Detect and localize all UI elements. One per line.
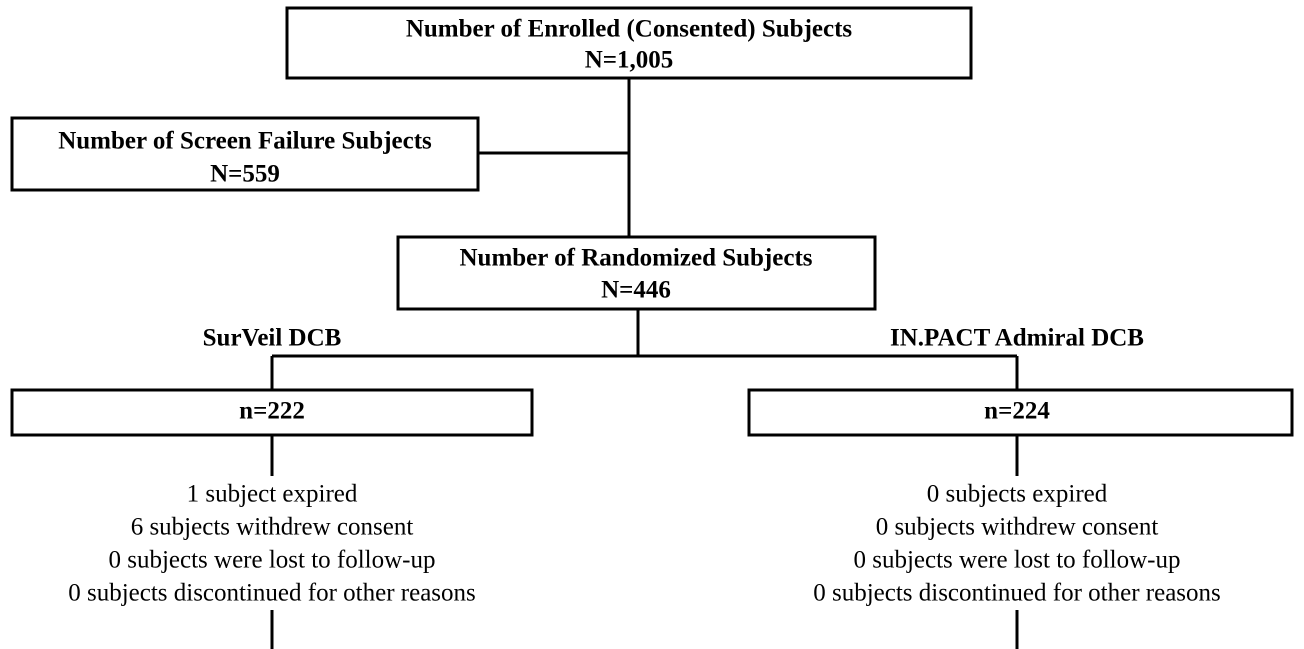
- outcome: 0 subjects expired: [927, 481, 1108, 508]
- arm-count: n=224: [984, 398, 1050, 425]
- outcome: 0 subjects were lost to follow-up: [853, 547, 1180, 574]
- node-count: N=1,005: [585, 47, 674, 74]
- connectors: [270, 78, 1019, 649]
- outcome: 0 subjects discontinued for other reason…: [813, 580, 1221, 607]
- screen-failure-box: [10, 116, 480, 192]
- outcome: 0 subjects withdrew consent: [876, 514, 1159, 541]
- arm-name: SurVeil DCB: [203, 325, 342, 352]
- arm-box: [747, 388, 1294, 437]
- arm-name: IN.PACT Admiral DCB: [890, 325, 1144, 352]
- arm-box: [10, 388, 534, 437]
- outcome: 6 subjects withdrew consent: [131, 514, 414, 541]
- arm-count: n=222: [239, 398, 305, 425]
- node-label: Number of Enrolled (Consented) Subjects: [406, 16, 853, 43]
- node-label: Number of Randomized Subjects: [459, 245, 812, 272]
- node-count: N=559: [210, 161, 280, 188]
- randomized-box: [396, 235, 877, 311]
- enrolled-box: [285, 6, 973, 80]
- outcome: 0 subjects discontinued for other reason…: [68, 580, 476, 607]
- outcome: 0 subjects were lost to follow-up: [108, 547, 435, 574]
- node-count: N=446: [601, 277, 671, 304]
- outcome: 1 subject expired: [187, 481, 358, 508]
- node-label: Number of Screen Failure Subjects: [58, 128, 432, 155]
